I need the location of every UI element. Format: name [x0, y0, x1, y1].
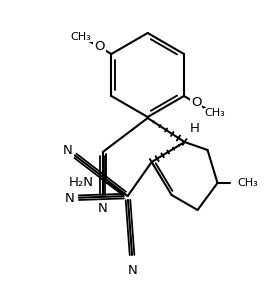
- Text: CH₃: CH₃: [70, 32, 91, 41]
- Text: N: N: [63, 144, 73, 156]
- Text: H₂N: H₂N: [68, 176, 93, 189]
- Text: N: N: [98, 203, 108, 215]
- Text: N: N: [128, 263, 138, 277]
- Text: CH₃: CH₃: [237, 178, 258, 188]
- Text: H: H: [190, 122, 200, 136]
- Text: CH₃: CH₃: [205, 108, 225, 119]
- Text: O: O: [191, 97, 201, 109]
- Text: N: N: [65, 192, 75, 204]
- Text: O: O: [94, 41, 105, 54]
